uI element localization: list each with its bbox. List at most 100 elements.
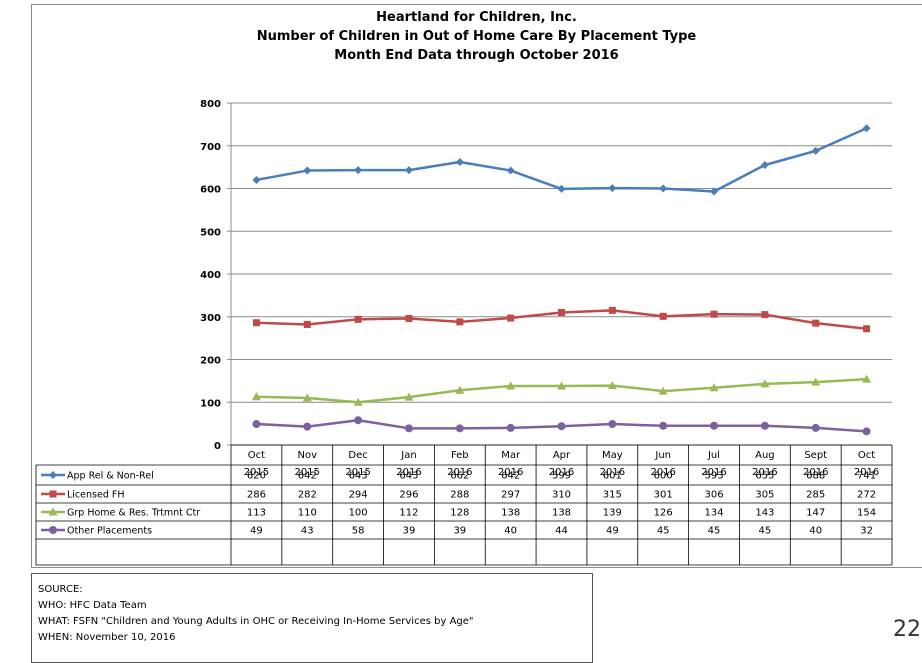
y-tick-label: 0 xyxy=(214,441,221,452)
data-point xyxy=(659,184,668,193)
legend-label: Licensed FH xyxy=(67,490,124,501)
data-table-value: 288 xyxy=(450,490,469,501)
data-point xyxy=(48,507,58,516)
data-table-value: 285 xyxy=(806,490,825,501)
data-table-value: 40 xyxy=(809,526,822,537)
data-table-value: 43 xyxy=(301,526,314,537)
data-point xyxy=(811,146,820,155)
x-tick-label-year: 2016 xyxy=(396,467,421,478)
chart-title-line-1: Heartland for Children, Inc. xyxy=(376,10,577,25)
data-table-value: 297 xyxy=(501,490,520,501)
data-table-value: 655 xyxy=(755,471,774,482)
data-point xyxy=(658,386,668,395)
data-table-value: 44 xyxy=(555,526,568,537)
data-table-value: 272 xyxy=(857,490,876,501)
x-tick-label-year: 2016 xyxy=(549,467,574,478)
data-point xyxy=(507,314,515,322)
source-heading: SOURCE: xyxy=(38,584,83,595)
data-point xyxy=(506,166,515,175)
data-table-value: 39 xyxy=(453,526,466,537)
data-table-value: 138 xyxy=(552,508,571,519)
y-tick-label: 700 xyxy=(200,142,221,153)
data-point xyxy=(49,526,57,534)
data-point xyxy=(608,306,616,314)
data-table-value: 113 xyxy=(247,508,266,519)
data-point xyxy=(455,385,465,394)
x-tick-label-month: Oct xyxy=(858,450,875,461)
x-tick-label-year: 2016 xyxy=(498,467,523,478)
x-tick-label-month: Jul xyxy=(707,450,720,461)
data-point xyxy=(659,312,667,320)
x-tick-label-year: 2015 xyxy=(345,467,370,478)
x-tick-label-year: 2016 xyxy=(752,467,777,478)
y-tick-label: 300 xyxy=(200,313,221,324)
x-tick-label-month: Apr xyxy=(553,450,571,461)
data-point xyxy=(761,311,769,319)
data-point xyxy=(710,310,718,318)
data-table-value: 139 xyxy=(603,508,622,519)
data-table-value: 138 xyxy=(501,508,520,519)
data-point xyxy=(456,318,464,326)
data-point xyxy=(49,471,57,479)
data-point xyxy=(760,421,769,430)
data-point xyxy=(405,314,413,322)
data-point xyxy=(506,381,516,390)
data-table-value: 642 xyxy=(298,471,317,482)
data-point xyxy=(354,416,363,425)
data-point xyxy=(404,424,413,433)
series-line xyxy=(256,127,868,193)
data-table-value: 282 xyxy=(298,490,317,501)
data-point xyxy=(506,423,515,432)
legend-label: Other Placements xyxy=(67,526,152,537)
x-tick-label-year: 2016 xyxy=(650,467,675,478)
x-tick-label-month: Jun xyxy=(654,450,671,461)
data-table-value: 643 xyxy=(399,471,418,482)
data-point xyxy=(557,422,566,431)
data-table-value: 294 xyxy=(349,490,368,501)
data-point xyxy=(303,320,311,328)
chart-title-line-2: Number of Children in Out of Home Care B… xyxy=(256,29,697,44)
data-point xyxy=(607,381,617,390)
data-point xyxy=(404,166,413,175)
x-tick-label-year: 2016 xyxy=(701,467,726,478)
x-tick-label-month: Sept xyxy=(804,450,827,461)
data-point xyxy=(811,377,821,386)
data-table-value: 112 xyxy=(399,508,418,519)
x-tick-label-year: 2016 xyxy=(447,467,472,478)
data-table-value: 128 xyxy=(450,508,469,519)
data-table-value: 296 xyxy=(399,490,418,501)
data-table-value: 301 xyxy=(654,490,673,501)
data-point xyxy=(862,124,871,133)
data-table-value: 310 xyxy=(552,490,571,501)
chart-frame xyxy=(31,4,922,568)
legend-label: Grp Home & Res. Trtmnt Ctr xyxy=(67,508,200,519)
x-tick-label-month: Mar xyxy=(501,450,521,461)
data-point xyxy=(404,392,414,401)
data-point xyxy=(760,160,769,169)
source-what: WHAT: FSFN "Children and Young Adults in… xyxy=(38,616,474,627)
y-tick-label: 400 xyxy=(200,270,221,281)
data-point xyxy=(302,393,312,402)
x-tick-label-year: 2016 xyxy=(854,467,879,478)
data-table-value: 45 xyxy=(708,526,721,537)
x-tick-label-month: Dec xyxy=(348,450,367,461)
data-point xyxy=(252,420,261,429)
data-table-value: 662 xyxy=(450,471,469,482)
data-table-value: 593 xyxy=(704,471,723,482)
data-point xyxy=(709,383,719,392)
data-table-value: 49 xyxy=(606,526,619,537)
data-point xyxy=(557,381,566,390)
chart-title-line-3: Month End Data through October 2016 xyxy=(334,48,619,63)
x-tick-label-month: Oct xyxy=(248,450,265,461)
data-point xyxy=(353,397,363,406)
data-point xyxy=(557,184,566,193)
data-table-value: 643 xyxy=(349,471,368,482)
x-tick-label-month: Jan xyxy=(400,450,416,461)
data-table-value: 305 xyxy=(755,490,774,501)
data-point xyxy=(862,374,872,383)
data-table-value: 741 xyxy=(857,471,876,482)
y-tick-label: 600 xyxy=(200,185,221,196)
x-tick-label-month: Nov xyxy=(298,450,318,461)
data-point xyxy=(354,166,363,175)
line-chart: 0 100 200 300 400 500 600 700 800 Oct 2015 Nov 2015… xyxy=(35,99,893,566)
